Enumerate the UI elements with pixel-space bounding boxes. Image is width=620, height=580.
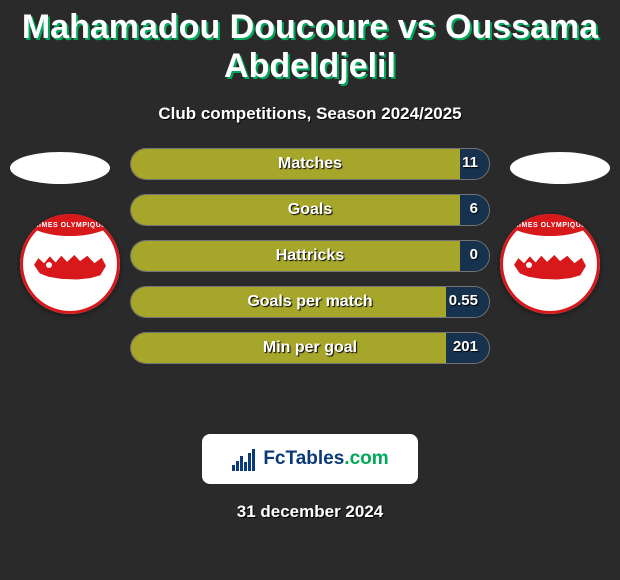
stat-bar-goals: Goals6 (130, 194, 490, 226)
date-label: 31 december 2024 (0, 502, 620, 522)
crocodile-icon (34, 246, 106, 280)
stat-label: Min per goal (130, 339, 490, 357)
stat-bars: Matches11 Goals6 Hattricks0 Goals per match… (130, 148, 490, 364)
pedestal-right (510, 152, 610, 184)
stat-label: Goals (130, 201, 490, 219)
stat-label: Matches (130, 155, 490, 173)
stat-label: Goals per match (130, 293, 490, 311)
pedestal-left (10, 152, 110, 184)
subtitle: Club competitions, Season 2024/2025 (0, 104, 620, 124)
stat-value-right: 0.55 (449, 292, 478, 309)
fctables-logo: FcTables.com (202, 434, 418, 484)
crocodile-icon (514, 246, 586, 280)
page-title: Mahamadou Doucoure vs Oussama Abdeldjeli… (0, 0, 620, 86)
stat-bar-hattricks: Hattricks0 (130, 240, 490, 272)
stat-bar-matches: Matches11 (130, 148, 490, 180)
badge-text-right: NIMES OLYMPIQUE (500, 214, 600, 236)
club-badge-left: NIMES OLYMPIQUE (20, 214, 120, 314)
stat-value-right: 6 (470, 200, 478, 217)
stat-bar-goals-per-match: Goals per match0.55 (130, 286, 490, 318)
stat-value-right: 201 (453, 338, 478, 355)
logo-text: FcTables.com (263, 448, 388, 470)
stat-label: Hattricks (130, 247, 490, 265)
stat-value-right: 11 (462, 154, 478, 171)
stat-bar-min-per-goal: Min per goal201 (130, 332, 490, 364)
stat-value-right: 0 (470, 246, 478, 263)
badge-text-left: NIMES OLYMPIQUE (20, 214, 120, 236)
club-badge-right: NIMES OLYMPIQUE (500, 214, 600, 314)
comparison-stage: NIMES OLYMPIQUE NIMES OLYMPIQUE Matches1… (0, 152, 620, 412)
chart-icon (231, 447, 257, 471)
